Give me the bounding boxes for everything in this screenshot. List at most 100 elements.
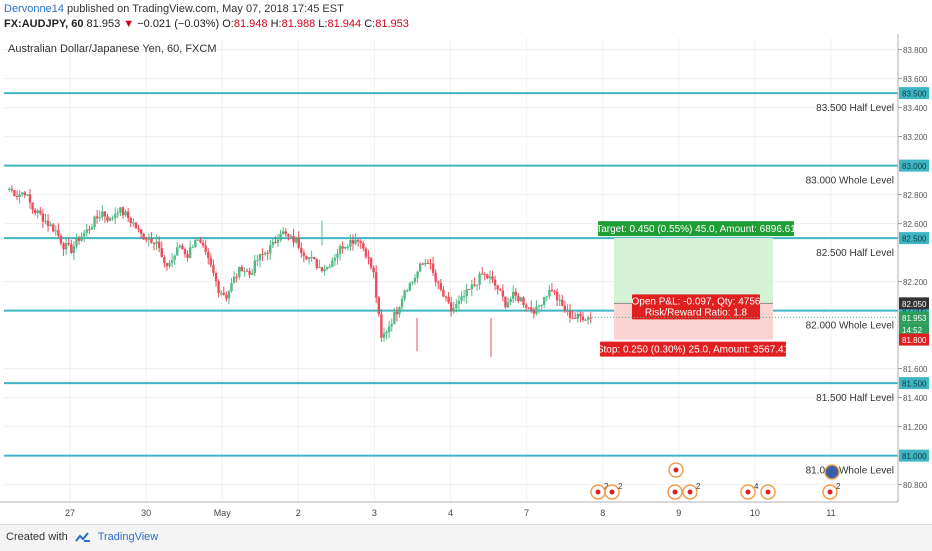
level-axis-badge bbox=[899, 87, 929, 100]
candle-body bbox=[168, 262, 171, 267]
candle-body bbox=[199, 239, 202, 243]
level-axis-badge bbox=[899, 449, 929, 462]
rr-label: Risk/Reward Ratio: 1.8 bbox=[645, 307, 748, 318]
candle-body bbox=[227, 291, 231, 299]
candle-body bbox=[95, 216, 99, 219]
low-label: L: bbox=[318, 18, 328, 30]
candle-body bbox=[501, 290, 505, 297]
candle-body bbox=[468, 288, 471, 290]
candle-body bbox=[589, 317, 592, 319]
last-price: 81.953 bbox=[86, 18, 121, 30]
candle-body bbox=[57, 230, 60, 236]
price-badge bbox=[899, 311, 929, 324]
y-tick-label: 83.600 bbox=[903, 75, 928, 84]
candle-body bbox=[139, 229, 143, 234]
tradingview-brand[interactable]: TradingView bbox=[97, 531, 159, 543]
candle-body bbox=[49, 224, 52, 226]
price-badge bbox=[899, 297, 929, 310]
candle-body bbox=[176, 247, 179, 256]
published-text: published on TradingView.com, May 07, 20… bbox=[67, 3, 344, 15]
candle-body bbox=[522, 297, 525, 305]
candle-body bbox=[369, 257, 373, 268]
candle-body bbox=[418, 263, 422, 272]
level-label: 82.000 Whole Level bbox=[806, 321, 894, 332]
candle-body bbox=[470, 284, 474, 290]
candle-body bbox=[256, 260, 259, 262]
candle-body bbox=[548, 289, 551, 297]
candle-body bbox=[64, 242, 68, 250]
candle-body bbox=[460, 296, 463, 301]
candle-body bbox=[98, 217, 101, 219]
candle-body bbox=[315, 259, 318, 268]
candle-body bbox=[421, 263, 424, 265]
candle-body bbox=[408, 283, 412, 291]
candle-body bbox=[126, 211, 130, 219]
candle-body bbox=[550, 289, 554, 292]
candle-body bbox=[147, 238, 151, 240]
candle-body bbox=[292, 235, 295, 243]
chart-area[interactable]: 83.500 Half Level 83.000 Whole Level 82.50… bbox=[0, 34, 932, 524]
candle-body bbox=[305, 256, 308, 260]
candle-body bbox=[152, 242, 156, 244]
candle-body bbox=[354, 239, 357, 244]
author-link[interactable]: Dervonne14 bbox=[4, 3, 64, 15]
candle-body bbox=[155, 241, 158, 244]
candle-body bbox=[403, 290, 406, 299]
candle-body bbox=[496, 285, 499, 290]
candle-body bbox=[478, 273, 481, 285]
x-tick-label: 4 bbox=[448, 508, 453, 518]
candle-body bbox=[142, 233, 145, 240]
candle-body bbox=[571, 317, 574, 319]
candle-body bbox=[145, 239, 148, 241]
candle-body bbox=[542, 297, 546, 305]
candle-body bbox=[129, 218, 132, 223]
candle-body bbox=[80, 236, 83, 241]
candle-body bbox=[426, 262, 430, 264]
event-dot bbox=[595, 489, 601, 495]
event-marker-icon: 2 bbox=[682, 482, 701, 500]
candle-body bbox=[395, 312, 399, 315]
event-count: 2 bbox=[618, 482, 623, 491]
candle-body bbox=[338, 246, 342, 254]
candle-body bbox=[364, 248, 368, 257]
target-label-bg bbox=[598, 221, 794, 237]
candle-body bbox=[188, 247, 192, 258]
stop-label-bg bbox=[600, 341, 786, 357]
publish-info: Dervonne14 published on TradingView.com,… bbox=[4, 3, 344, 15]
candle-body bbox=[545, 296, 548, 298]
candle-body bbox=[23, 192, 26, 196]
level-axis-badge bbox=[899, 159, 929, 172]
candle-body bbox=[209, 258, 213, 265]
candle-body bbox=[537, 305, 541, 307]
candle-body bbox=[59, 235, 63, 244]
candle-body bbox=[431, 263, 435, 273]
candle-body bbox=[88, 229, 91, 231]
target-label: Target: 0.450 (0.55%) 45.0, Amount: 6896… bbox=[596, 224, 796, 235]
open-label: O: bbox=[222, 18, 234, 30]
level-label: 83.000 Whole Level bbox=[806, 176, 894, 187]
candle-body bbox=[506, 302, 510, 308]
candle-body bbox=[581, 316, 585, 321]
candle-body bbox=[119, 207, 122, 213]
candle-body bbox=[121, 207, 125, 216]
candle-body bbox=[201, 242, 205, 246]
candle-body bbox=[439, 282, 443, 290]
y-tick-label: 80.800 bbox=[903, 481, 928, 490]
x-tick-label: 9 bbox=[676, 508, 681, 518]
candle-body bbox=[385, 331, 388, 334]
candle-body bbox=[235, 276, 238, 278]
candle-body bbox=[46, 220, 50, 226]
candle-body bbox=[248, 271, 251, 275]
event-count: 2 bbox=[836, 482, 841, 491]
candle-body bbox=[323, 269, 326, 271]
candle-body bbox=[137, 228, 140, 230]
event-marker-icon bbox=[760, 484, 776, 500]
level-axis-badge bbox=[899, 232, 929, 245]
candle-body bbox=[499, 289, 502, 291]
candle-body bbox=[382, 333, 386, 338]
candle-body bbox=[356, 239, 360, 242]
y-tick-label: 82.800 bbox=[903, 191, 928, 200]
candle-body bbox=[535, 306, 538, 314]
candle-body bbox=[444, 296, 448, 298]
price-chart[interactable]: 83.500 Half Level 83.000 Whole Level 82.50… bbox=[0, 34, 932, 524]
